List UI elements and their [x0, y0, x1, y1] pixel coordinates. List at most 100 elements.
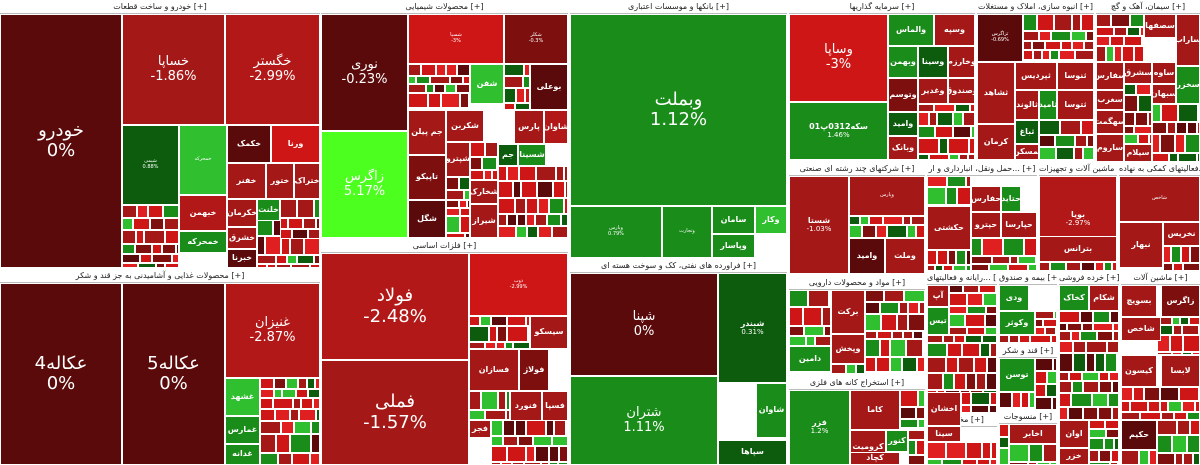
mini-stock-cell[interactable]: [789, 307, 803, 326]
tile-vkhodro[interactable]: ودی: [999, 285, 1029, 311]
mini-stock-cell[interactable]: [290, 434, 311, 453]
tile-vapakhsh[interactable]: وپخش: [831, 334, 865, 364]
mini-stock-cell[interactable]: [1127, 27, 1140, 36]
mini-stock-cell[interactable]: [1059, 331, 1071, 341]
mini-stock-cell[interactable]: [1042, 50, 1050, 60]
mini-stock-cell[interactable]: [1172, 435, 1187, 453]
tile-femeli[interactable]: فملی -1.57%: [321, 360, 469, 465]
tile-kama[interactable]: کاما: [850, 390, 900, 430]
mini-stock-cell[interactable]: [507, 446, 526, 462]
mini-stock-cell[interactable]: [1043, 319, 1057, 327]
mini-stock-cell[interactable]: [408, 64, 421, 76]
mini-stock-cell[interactable]: [498, 391, 506, 410]
mini-stock-cell[interactable]: [929, 112, 937, 126]
mini-stock-cell[interactable]: [958, 357, 974, 373]
mini-stock-cell[interactable]: [1045, 327, 1056, 335]
mini-stock-cell[interactable]: [1028, 264, 1037, 271]
mini-stock-cell[interactable]: [890, 339, 906, 357]
tile-shtran[interactable]: شتران 1.11%: [570, 376, 718, 465]
mini-stock-cell[interactable]: [1168, 401, 1182, 412]
mini-stock-cell[interactable]: [907, 225, 916, 238]
mini-stock-cell[interactable]: [260, 434, 276, 453]
mini-stock-cell[interactable]: [1089, 429, 1106, 438]
mini-stock-cell[interactable]: [1173, 325, 1182, 335]
mini-stock-cell[interactable]: [849, 216, 860, 225]
mini-stock-cell[interactable]: [273, 398, 293, 409]
mini-stock-cell[interactable]: [1073, 341, 1086, 353]
mini-stock-cell[interactable]: [516, 226, 527, 238]
mini-stock-cell[interactable]: [949, 154, 959, 160]
mini-stock-cell[interactable]: [1012, 392, 1021, 408]
tile-thnoor[interactable]: ثنوسا: [1057, 62, 1094, 90]
mini-stock-cell[interactable]: [280, 218, 288, 229]
mini-stock-cell[interactable]: [967, 327, 985, 335]
mini-stock-cell[interactable]: [916, 225, 925, 238]
mini-stock-cell[interactable]: [996, 285, 998, 293]
tile-khekhodro[interactable]: خکمک: [227, 125, 271, 163]
mini-stock-cell[interactable]: [564, 198, 568, 214]
mini-stock-cell[interactable]: [1161, 412, 1174, 420]
mini-stock-cell[interactable]: [903, 216, 911, 225]
tile-akala4[interactable]: عکاله4 0%: [0, 283, 122, 465]
mini-stock-cell[interactable]: [971, 126, 975, 138]
tile-btoli[interactable]: بترانس: [1039, 236, 1117, 262]
mini-stock-cell[interactable]: [966, 176, 971, 187]
mini-stock-cell[interactable]: [937, 112, 953, 126]
mini-stock-cell[interactable]: [963, 285, 979, 293]
mini-stock-cell[interactable]: [1157, 420, 1177, 435]
tile-thkhzar[interactable]: ثالوند: [1015, 90, 1039, 120]
mini-stock-cell[interactable]: [1106, 429, 1119, 438]
mini-stock-cell[interactable]: [1105, 420, 1119, 429]
sector-header-transport[interactable]: حمل ونقل، انبارداری و ار... [+]: [927, 162, 1037, 176]
mini-stock-cell[interactable]: [943, 265, 953, 271]
mini-stock-cell[interactable]: [927, 250, 937, 265]
mini-stock-cell[interactable]: [498, 226, 516, 238]
mini-stock-cell[interactable]: [1071, 331, 1080, 341]
mini-stock-cell[interactable]: [1096, 46, 1106, 62]
mini-stock-cell[interactable]: [1083, 407, 1098, 420]
mini-stock-cell[interactable]: [1059, 323, 1067, 331]
mini-stock-cell[interactable]: [446, 200, 459, 208]
mini-stock-cell[interactable]: [465, 233, 470, 238]
mini-stock-cell[interactable]: [257, 236, 265, 255]
mini-stock-cell[interactable]: [1080, 331, 1097, 341]
mini-stock-cell[interactable]: [1086, 341, 1107, 353]
mini-stock-cell[interactable]: [298, 378, 307, 389]
mini-stock-cell[interactable]: [293, 398, 301, 409]
tile-shbandar[interactable]: شبندر 0.31%: [718, 273, 787, 383]
tile-shiraz[interactable]: شیراز: [470, 204, 498, 238]
mini-stock-cell[interactable]: [1181, 246, 1190, 263]
mini-stock-cell[interactable]: [1148, 112, 1152, 126]
mini-stock-cell[interactable]: [519, 166, 536, 181]
mini-stock-cell[interactable]: [489, 326, 497, 342]
mini-stock-cell[interactable]: [1124, 126, 1134, 134]
mini-stock-cell[interactable]: [1045, 41, 1061, 50]
tile-khsapa[interactable]: خساپا -1.86%: [122, 14, 225, 125]
tile-fjar[interactable]: فولاژ: [519, 349, 549, 391]
mini-stock-cell[interactable]: [1134, 46, 1144, 62]
mini-stock-cell[interactable]: [470, 142, 485, 157]
mini-stock-cell[interactable]: [1097, 331, 1113, 341]
mini-stock-cell[interactable]: [525, 88, 530, 103]
mini-stock-cell[interactable]: [1059, 372, 1069, 381]
mini-stock-cell[interactable]: [441, 93, 460, 108]
mini-stock-cell[interactable]: [918, 154, 929, 160]
tile-khzamia-green[interactable]: خمحرکه: [179, 125, 227, 195]
mini-stock-cell[interactable]: [426, 84, 434, 93]
tile-sarum[interactable]: ساروم: [1096, 134, 1124, 162]
tile-nkhazar[interactable]: نخریس: [1163, 222, 1200, 246]
tile-sraz[interactable]: ساوه: [1152, 62, 1176, 84]
mini-stock-cell[interactable]: [316, 218, 320, 229]
mini-stock-cell[interactable]: [518, 436, 533, 446]
mini-stock-cell[interactable]: [408, 84, 426, 93]
mini-stock-cell[interactable]: [1085, 60, 1094, 62]
mini-stock-cell[interactable]: [1167, 122, 1176, 134]
tile-khkarman[interactable]: خکرمان: [227, 199, 257, 227]
mini-stock-cell[interactable]: [971, 238, 982, 256]
mini-stock-cell[interactable]: [1057, 60, 1076, 62]
mini-stock-cell[interactable]: [983, 293, 997, 306]
tile-vbank-multi[interactable]: وملت: [885, 238, 925, 274]
tile-vhoor[interactable]: وکوثر: [999, 311, 1035, 335]
mini-stock-cell[interactable]: [1096, 14, 1111, 27]
mini-stock-cell[interactable]: [1029, 444, 1043, 462]
